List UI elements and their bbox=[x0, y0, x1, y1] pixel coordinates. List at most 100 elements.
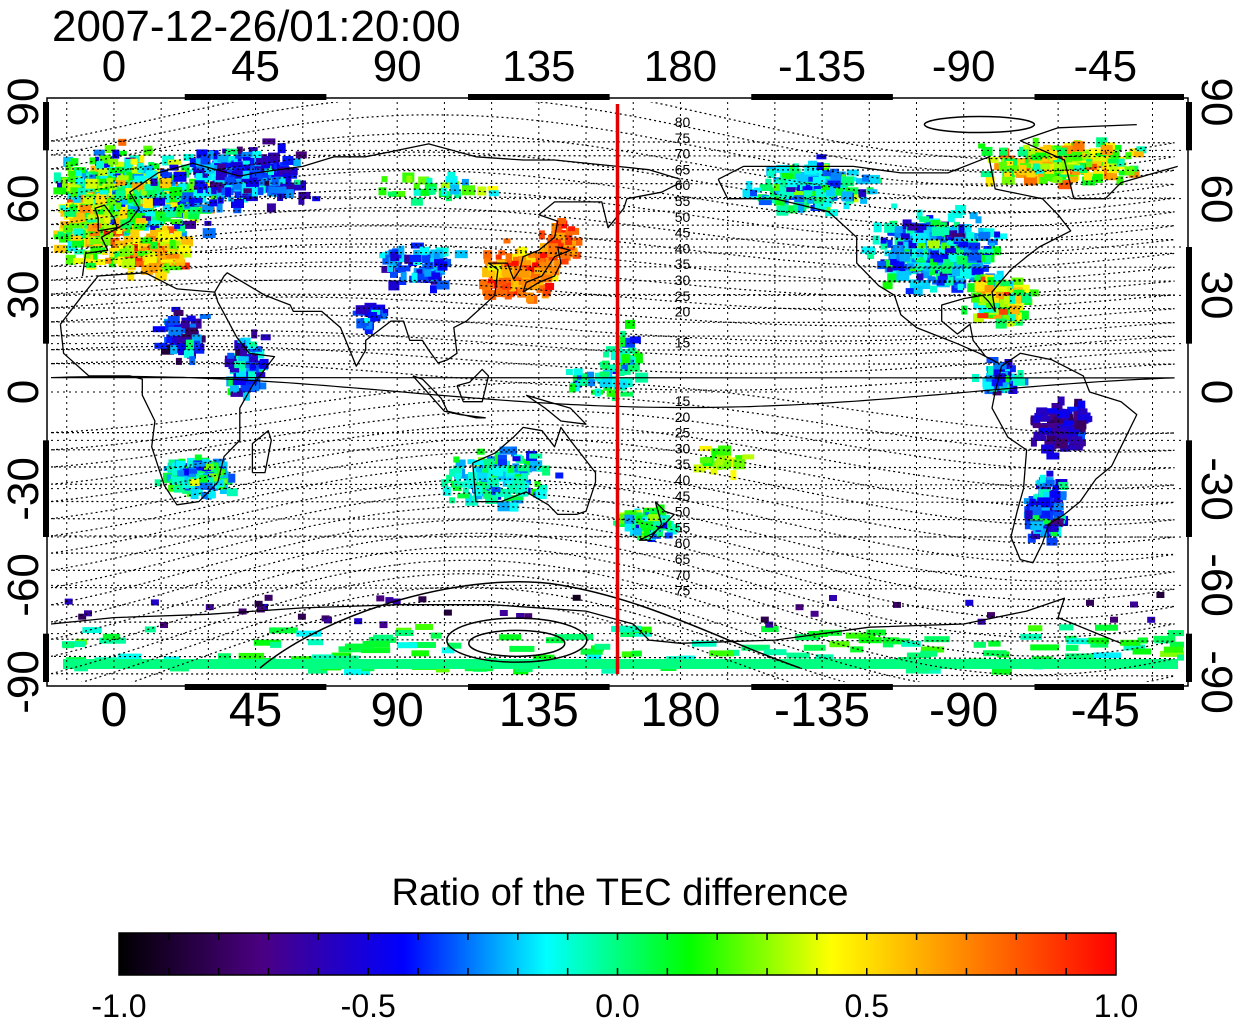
tec-cell bbox=[1041, 444, 1055, 454]
tec-cell bbox=[919, 249, 928, 255]
tec-cell bbox=[344, 643, 374, 650]
tec-cell bbox=[418, 176, 430, 185]
tec-cell bbox=[211, 188, 219, 194]
mag-lat-label: 25 bbox=[675, 288, 691, 304]
tec-cell bbox=[1024, 519, 1032, 530]
tec-cell bbox=[900, 233, 910, 240]
tec-cell bbox=[509, 645, 535, 652]
tec-cell bbox=[1074, 420, 1087, 430]
tec-cell bbox=[268, 169, 274, 175]
tec-cell bbox=[527, 271, 541, 277]
tec-cell bbox=[1147, 616, 1156, 623]
tec-cell bbox=[129, 213, 143, 223]
tec-cell bbox=[65, 161, 72, 171]
tec-cell bbox=[83, 184, 91, 195]
tec-cell bbox=[160, 192, 167, 201]
tec-cell bbox=[364, 318, 371, 323]
tec-cell bbox=[988, 246, 1001, 256]
tec-cell bbox=[95, 205, 101, 212]
tec-cell bbox=[161, 225, 168, 234]
tec-band bbox=[63, 659, 1178, 669]
tec-cell bbox=[973, 302, 981, 309]
tec-cell bbox=[387, 191, 397, 197]
tec-cell bbox=[561, 245, 575, 251]
bottom-lon-label: -135 bbox=[774, 684, 871, 737]
tec-cell bbox=[1032, 423, 1042, 429]
tec-cell bbox=[1052, 176, 1063, 183]
tec-cell bbox=[232, 181, 242, 190]
mag-lat-contour bbox=[51, 505, 1175, 601]
tec-cell bbox=[278, 167, 292, 176]
tec-cell bbox=[664, 532, 673, 539]
tec-cell bbox=[447, 642, 462, 649]
tec-cell bbox=[806, 173, 819, 180]
tec-cell bbox=[835, 187, 844, 196]
tec-cell bbox=[555, 224, 562, 234]
tec-cell bbox=[152, 170, 162, 179]
tec-cell bbox=[99, 637, 126, 644]
tec-cell bbox=[795, 172, 809, 183]
tec-cell bbox=[512, 274, 522, 281]
tec-cell bbox=[116, 177, 126, 186]
tec-cell bbox=[199, 475, 208, 485]
tec-cell bbox=[655, 510, 667, 520]
tec-cell bbox=[114, 150, 127, 156]
mag-lat-label: 70 bbox=[675, 146, 691, 162]
tec-cell bbox=[457, 493, 470, 499]
tec-cell bbox=[91, 171, 102, 180]
frame-segment-left bbox=[43, 247, 49, 344]
tec-cell bbox=[1066, 164, 1078, 170]
tec-cell bbox=[491, 487, 501, 496]
tec-cell bbox=[471, 460, 484, 466]
coastline bbox=[81, 143, 681, 277]
tec-cell bbox=[243, 188, 253, 194]
bottom-lon-label: 90 bbox=[370, 684, 424, 737]
tec-cell bbox=[112, 211, 124, 217]
tec-cell bbox=[236, 146, 243, 157]
tec-cell bbox=[829, 641, 850, 648]
tec-cell bbox=[807, 160, 817, 168]
frame-segment-top bbox=[184, 94, 327, 100]
tec-cell bbox=[905, 667, 930, 674]
tec-cell bbox=[248, 147, 258, 153]
frame-segment-right bbox=[1186, 102, 1192, 151]
coastline bbox=[1019, 123, 1178, 200]
tec-cell bbox=[499, 446, 512, 455]
tec-cell bbox=[292, 158, 301, 167]
tec-cell bbox=[277, 143, 286, 154]
tec-cell bbox=[1032, 416, 1040, 427]
tec-cell bbox=[533, 251, 542, 257]
tec-cell bbox=[937, 276, 947, 283]
tec-cell bbox=[65, 254, 76, 265]
colorbar-tick-label: 1.0 bbox=[1093, 988, 1139, 1024]
tec-cell bbox=[964, 262, 970, 272]
tec-cell bbox=[440, 187, 447, 196]
tec-cell bbox=[498, 634, 522, 641]
mag-lat-contour bbox=[51, 261, 1175, 297]
tec-cell bbox=[57, 182, 64, 191]
coastline bbox=[638, 501, 675, 541]
tec-cell bbox=[253, 372, 266, 378]
tec-cell bbox=[1036, 409, 1043, 415]
tec-cell bbox=[253, 639, 281, 646]
tec-cell bbox=[254, 382, 267, 390]
tec-cell bbox=[517, 465, 530, 472]
tec-cell bbox=[104, 145, 116, 154]
tec-cell bbox=[246, 179, 259, 187]
tec-cell bbox=[963, 268, 977, 278]
tec-cell bbox=[483, 466, 492, 475]
left-lat-label: 0 bbox=[0, 379, 48, 405]
tec-cell bbox=[1052, 162, 1063, 169]
tec-cell bbox=[170, 219, 183, 225]
tec-cell bbox=[181, 483, 195, 489]
tec-cell bbox=[1107, 173, 1117, 181]
bottom-lon-label: 45 bbox=[228, 684, 283, 737]
tec-cell bbox=[181, 236, 194, 247]
tec-cell bbox=[1118, 170, 1129, 176]
tec-cell bbox=[169, 164, 179, 171]
tec-cell bbox=[605, 346, 616, 353]
tec-cell bbox=[982, 248, 994, 254]
tec-cell bbox=[1026, 170, 1036, 178]
tec-cell bbox=[187, 457, 194, 464]
tec-cell bbox=[527, 267, 541, 273]
